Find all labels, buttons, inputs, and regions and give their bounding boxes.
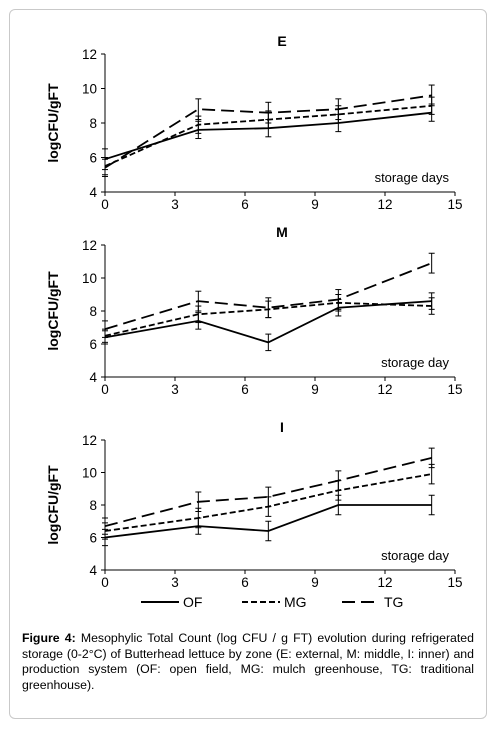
x-tick-label: 3 [171,382,179,397]
y-tick-label: 8 [89,498,97,513]
y-tick-label: 8 [89,116,97,131]
y-tick-label: 10 [82,271,97,286]
y-tick-label: 12 [82,47,97,62]
x-tick-label: 12 [377,382,392,397]
x-tick-label: 0 [101,575,109,590]
x-tick-label: 6 [241,197,249,212]
storage-day-annotation: storage day [381,548,449,563]
caption-text: Mesophylic Total Count (log CFU / g FT) … [22,631,474,692]
y-tick-label: 12 [82,238,97,253]
legend-label-tg: TG [384,594,403,610]
chart-title: M [276,224,288,240]
y-tick-label: 6 [89,531,97,546]
legend-label-of: OF [183,594,202,610]
x-tick-label: 9 [311,382,319,397]
storage-day-annotation: storage day [381,355,449,370]
chart-title: E [277,33,286,49]
y-axis-label: logCFU/gFT [45,465,61,545]
series-line-tg [104,457,432,527]
x-tick-label: 6 [241,382,249,397]
y-axis-label: logCFU/gFT [45,271,61,351]
y-tick-label: 4 [89,185,97,200]
x-tick-label: 6 [241,575,249,590]
x-tick-label: 3 [171,575,179,590]
y-tick-label: 6 [89,337,97,352]
y-tick-label: 8 [89,304,97,319]
y-tick-label: 4 [89,370,97,385]
x-tick-label: 0 [101,382,109,397]
storage-day-annotation: storage days [375,170,450,185]
chart-title: I [280,419,284,435]
series-line-tg [104,262,433,330]
x-tick-label: 15 [447,382,462,397]
x-tick-label: 15 [447,575,462,590]
series-tg [102,252,435,338]
x-tick-label: 12 [377,575,392,590]
x-tick-label: 12 [377,197,392,212]
y-axis-label: logCFU/gFT [45,83,61,163]
y-tick-label: 4 [89,563,97,578]
series-tg [102,84,435,177]
x-tick-label: 3 [171,197,179,212]
figure-caption: Figure 4: Mesophylic Total Count (log CF… [22,631,474,693]
y-tick-label: 10 [82,466,97,481]
y-tick-label: 6 [89,151,97,166]
caption-label: Figure 4: [22,631,76,645]
x-tick-label: 15 [447,197,462,212]
x-tick-label: 9 [311,197,319,212]
y-tick-label: 10 [82,82,97,97]
figure-frame [9,9,487,719]
series-tg [102,447,435,535]
x-tick-label: 9 [311,575,319,590]
legend-label-mg: MG [284,594,307,610]
x-tick-label: 0 [101,197,109,212]
y-tick-label: 12 [82,433,97,448]
